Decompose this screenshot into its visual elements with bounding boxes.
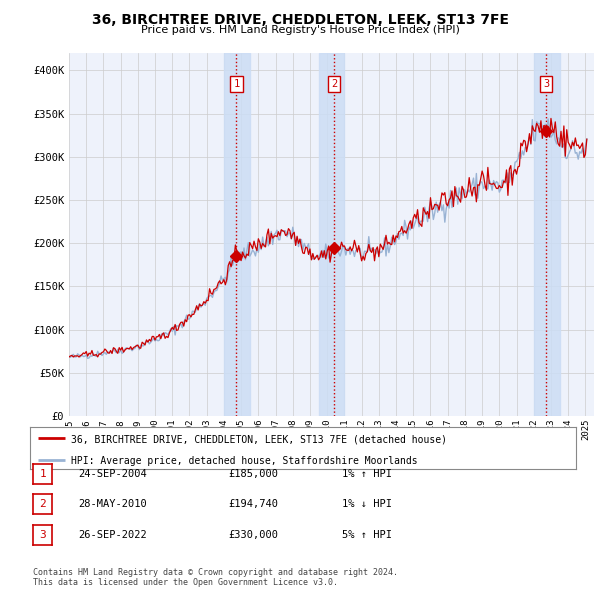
Bar — [319, 53, 344, 416]
Text: 26-SEP-2022: 26-SEP-2022 — [78, 530, 147, 540]
Text: 1: 1 — [233, 79, 239, 89]
Text: Price paid vs. HM Land Registry's House Price Index (HPI): Price paid vs. HM Land Registry's House … — [140, 25, 460, 35]
Text: 2: 2 — [39, 500, 46, 509]
Text: HPI: Average price, detached house, Staffordshire Moorlands: HPI: Average price, detached house, Staf… — [71, 455, 418, 466]
Text: 3: 3 — [39, 530, 46, 540]
Text: 28-MAY-2010: 28-MAY-2010 — [78, 500, 147, 509]
Text: 24-SEP-2004: 24-SEP-2004 — [78, 469, 147, 478]
Bar — [534, 53, 560, 416]
Text: £185,000: £185,000 — [228, 469, 278, 478]
Text: 3: 3 — [543, 79, 550, 89]
Text: 1% ↓ HPI: 1% ↓ HPI — [342, 500, 392, 509]
Text: 1% ↑ HPI: 1% ↑ HPI — [342, 469, 392, 478]
Text: Contains HM Land Registry data © Crown copyright and database right 2024.
This d: Contains HM Land Registry data © Crown c… — [33, 568, 398, 587]
Text: £194,740: £194,740 — [228, 500, 278, 509]
Text: 36, BIRCHTREE DRIVE, CHEDDLETON, LEEK, ST13 7FE: 36, BIRCHTREE DRIVE, CHEDDLETON, LEEK, S… — [91, 13, 509, 27]
Bar — [224, 53, 250, 416]
Text: 2: 2 — [331, 79, 337, 89]
Text: 5% ↑ HPI: 5% ↑ HPI — [342, 530, 392, 540]
Text: 1: 1 — [39, 469, 46, 478]
Text: 36, BIRCHTREE DRIVE, CHEDDLETON, LEEK, ST13 7FE (detached house): 36, BIRCHTREE DRIVE, CHEDDLETON, LEEK, S… — [71, 434, 447, 444]
Text: £330,000: £330,000 — [228, 530, 278, 540]
